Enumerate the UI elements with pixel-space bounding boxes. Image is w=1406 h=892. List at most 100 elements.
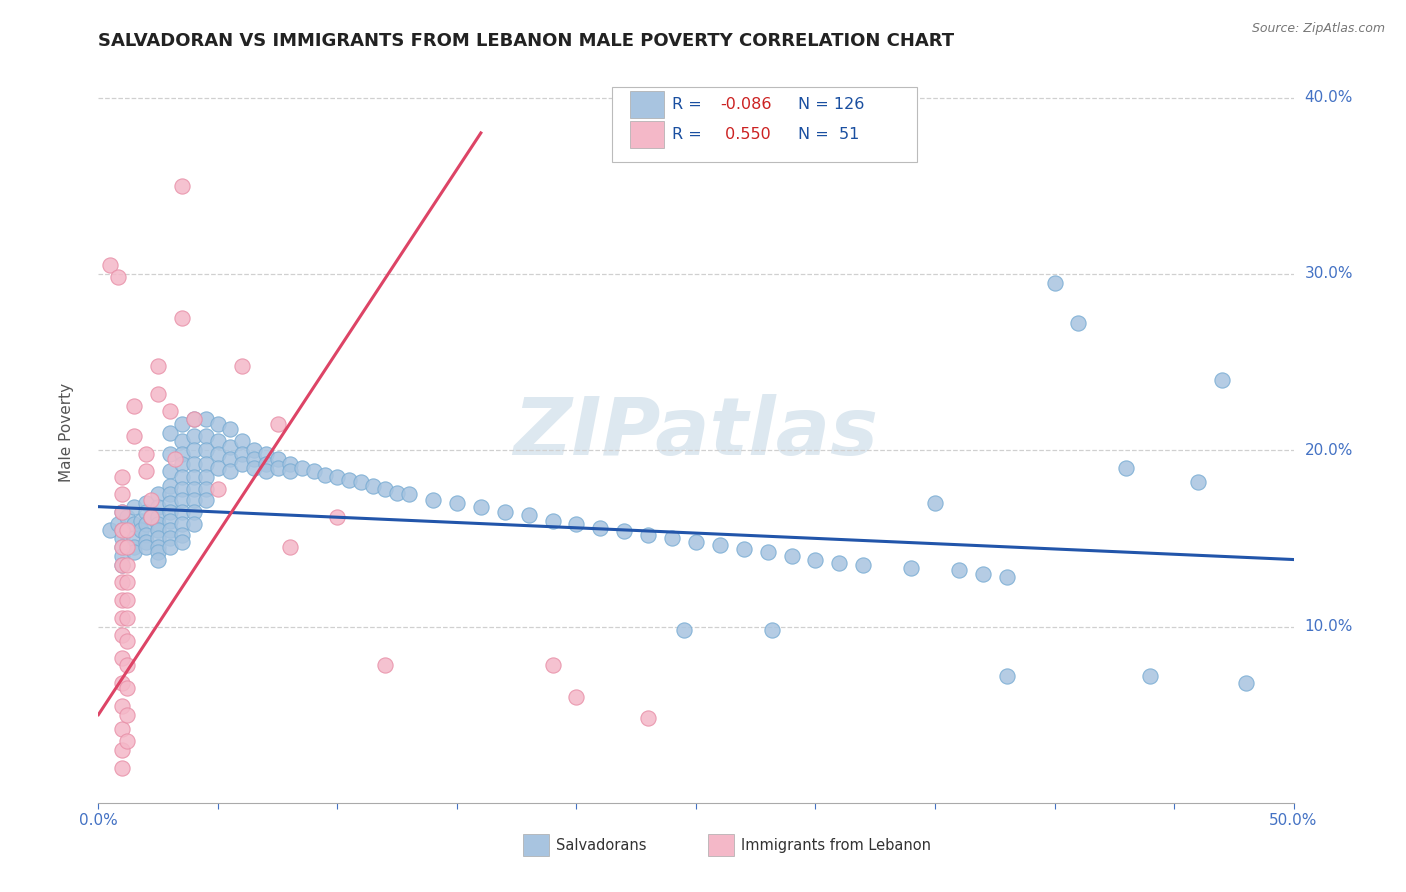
Point xyxy=(111,722,134,736)
Point xyxy=(254,464,277,478)
Text: N =  51: N = 51 xyxy=(797,127,859,142)
Point xyxy=(183,517,205,532)
FancyBboxPatch shape xyxy=(630,121,664,147)
FancyBboxPatch shape xyxy=(709,834,734,856)
Point xyxy=(159,478,181,492)
Point xyxy=(111,540,134,554)
Point xyxy=(195,429,218,443)
Point xyxy=(115,707,138,722)
FancyBboxPatch shape xyxy=(613,87,917,162)
Point xyxy=(111,558,134,572)
Point xyxy=(135,464,157,478)
Point xyxy=(135,447,157,461)
Point xyxy=(195,443,218,458)
Point xyxy=(350,475,373,489)
Point xyxy=(159,514,181,528)
Point xyxy=(1234,676,1257,690)
Point xyxy=(111,610,134,624)
Text: -0.086: -0.086 xyxy=(720,97,772,112)
Point xyxy=(291,461,314,475)
Point xyxy=(111,487,134,501)
Text: 10.0%: 10.0% xyxy=(1305,619,1353,634)
Point xyxy=(111,540,134,554)
Point xyxy=(111,676,134,690)
Point xyxy=(207,417,229,431)
Point xyxy=(278,464,301,478)
Point xyxy=(315,467,337,482)
Point xyxy=(111,523,134,537)
Point xyxy=(278,540,301,554)
Point xyxy=(254,458,277,472)
Point xyxy=(183,469,205,483)
Point xyxy=(207,482,229,496)
Point xyxy=(111,505,134,519)
Point xyxy=(172,469,194,483)
Text: ZIPatlas: ZIPatlas xyxy=(513,393,879,472)
Point xyxy=(385,485,409,500)
Point xyxy=(374,482,396,496)
Point xyxy=(172,434,194,449)
Point xyxy=(219,452,242,467)
Point xyxy=(159,523,181,537)
Point xyxy=(685,535,707,549)
Text: R =: R = xyxy=(672,97,707,112)
Point xyxy=(111,628,134,642)
Text: 0.550: 0.550 xyxy=(720,127,770,142)
Point xyxy=(195,458,218,472)
Point xyxy=(565,690,588,704)
Point xyxy=(115,593,138,607)
Point xyxy=(148,517,170,532)
Text: 30.0%: 30.0% xyxy=(1305,267,1353,282)
Point xyxy=(565,517,588,532)
Point xyxy=(139,510,162,524)
Point xyxy=(231,434,253,449)
Point xyxy=(613,524,636,539)
Point xyxy=(124,517,146,532)
FancyBboxPatch shape xyxy=(630,91,664,118)
Point xyxy=(1187,475,1209,489)
Point xyxy=(131,523,153,537)
Point xyxy=(326,510,349,524)
Point xyxy=(107,517,129,532)
Point xyxy=(541,658,564,673)
Point xyxy=(183,411,205,425)
Point xyxy=(148,532,170,546)
Point xyxy=(111,549,134,563)
Point xyxy=(995,669,1018,683)
Point xyxy=(733,541,755,556)
Point xyxy=(852,558,875,572)
Text: Source: ZipAtlas.com: Source: ZipAtlas.com xyxy=(1251,22,1385,36)
Point xyxy=(111,698,134,713)
Point xyxy=(115,558,138,572)
Point xyxy=(231,447,253,461)
Point xyxy=(761,623,783,637)
Point xyxy=(219,422,242,436)
Point xyxy=(124,532,146,546)
Point xyxy=(111,593,134,607)
Point xyxy=(1067,316,1090,330)
Point xyxy=(148,540,170,554)
Point xyxy=(374,658,396,673)
Point xyxy=(111,575,134,590)
Point xyxy=(231,359,253,373)
Point xyxy=(135,535,157,549)
Point xyxy=(159,496,181,510)
Point xyxy=(159,505,181,519)
Point xyxy=(494,505,516,519)
Point xyxy=(900,561,922,575)
Point xyxy=(780,549,803,563)
Point xyxy=(195,411,218,425)
Point xyxy=(115,681,138,696)
Point xyxy=(124,540,146,554)
Point xyxy=(148,500,170,514)
Point xyxy=(172,517,194,532)
Point xyxy=(267,417,290,431)
Point xyxy=(111,523,134,537)
Point xyxy=(148,387,170,401)
Text: SALVADORAN VS IMMIGRANTS FROM LEBANON MALE POVERTY CORRELATION CHART: SALVADORAN VS IMMIGRANTS FROM LEBANON MA… xyxy=(98,32,955,50)
Point xyxy=(111,505,134,519)
Point xyxy=(422,492,444,507)
Point xyxy=(148,545,170,559)
Point xyxy=(115,540,138,554)
Point xyxy=(517,508,540,523)
